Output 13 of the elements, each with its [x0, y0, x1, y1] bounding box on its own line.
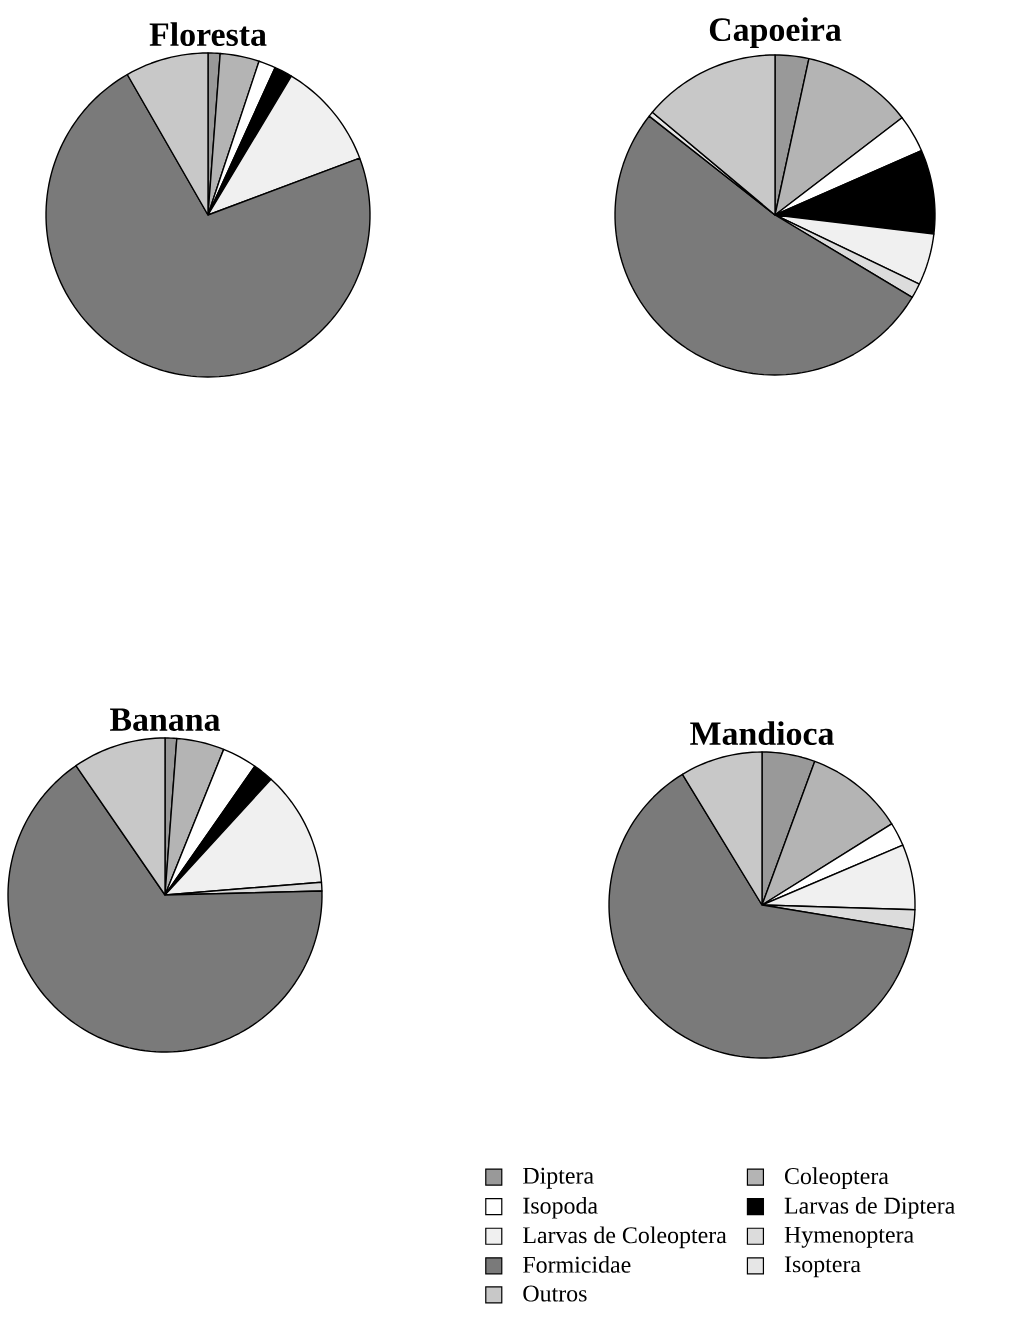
legend-label: Hymenoptera	[784, 1226, 914, 1248]
legend-label: Outros	[523, 1285, 587, 1302]
legend-label: Isoptera	[784, 1256, 861, 1278]
chart-title: Mandioca	[690, 721, 834, 746]
legend-label: Larvas de Coleoptera	[523, 1226, 727, 1249]
chart-title: Capoeira	[709, 17, 842, 48]
legend-label: Diptera	[523, 1167, 594, 1189]
legend-label: Coleoptera	[784, 1167, 889, 1190]
legend-label: Larvas de Diptera	[784, 1196, 955, 1219]
legend-label: Isopoda	[523, 1196, 598, 1219]
legend-label: Formicidae	[523, 1255, 631, 1273]
chart-title: Banana	[110, 708, 221, 732]
chart-title: Floresta	[149, 22, 267, 46]
